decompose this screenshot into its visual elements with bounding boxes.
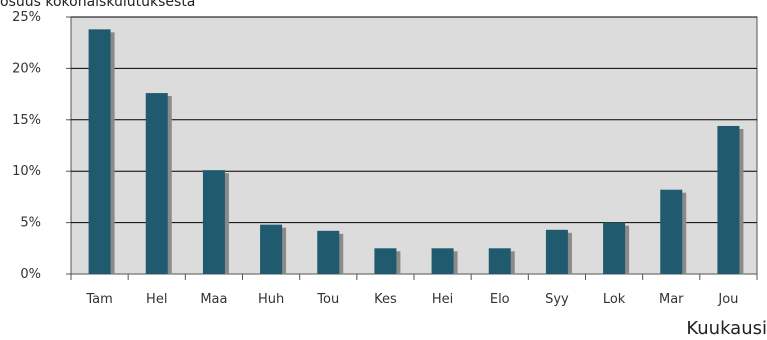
x-tick-label: Maa <box>200 292 227 307</box>
y-tick-label: 25% <box>12 10 41 25</box>
x-tick-label: Jou <box>717 292 738 307</box>
bar <box>603 222 626 274</box>
y-tick-label: 20% <box>12 61 41 76</box>
bar <box>260 224 283 274</box>
x-tick-label: Elo <box>490 292 510 307</box>
bar <box>374 248 397 274</box>
y-tick-label: 5% <box>20 216 41 231</box>
y-axis-label: osuus kokonaiskulutuksesta <box>0 0 196 10</box>
bar <box>488 248 511 274</box>
x-tick-label: Hel <box>146 292 167 307</box>
x-tick-label: Tam <box>85 292 112 307</box>
bar <box>202 170 225 274</box>
bar <box>317 230 340 274</box>
x-tick-label: Mar <box>659 292 684 307</box>
x-axis-label: Kuukausi <box>686 318 767 339</box>
x-tick-label: Tou <box>316 292 339 307</box>
plot-area <box>70 16 758 275</box>
x-tick-label: Lok <box>603 292 626 307</box>
x-tick-label: Hei <box>432 292 453 307</box>
y-tick-label: 15% <box>12 113 41 128</box>
bar <box>717 125 740 274</box>
bar <box>145 93 168 275</box>
x-tick-label: Huh <box>258 292 284 307</box>
bar <box>660 189 683 274</box>
x-tick-label: Syy <box>545 292 569 307</box>
x-tick-label: Kes <box>374 292 397 307</box>
bar <box>545 229 568 274</box>
bar <box>431 248 454 274</box>
y-tick-label: 10% <box>12 164 41 179</box>
bar <box>88 29 111 275</box>
y-tick-label: 0% <box>20 267 41 282</box>
